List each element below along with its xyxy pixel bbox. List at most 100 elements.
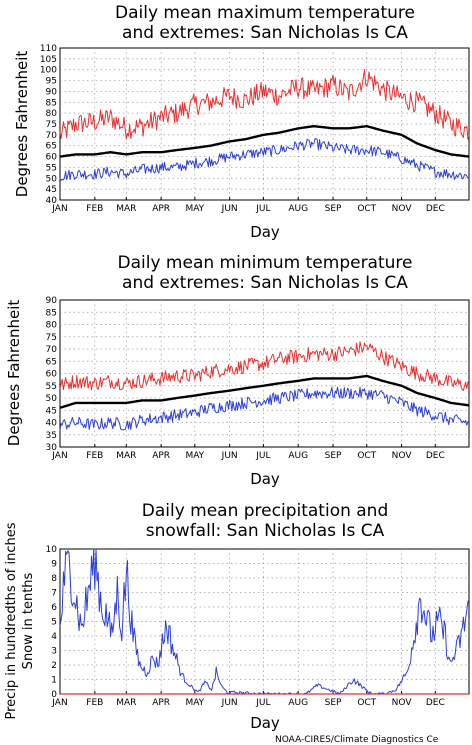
series-low-line bbox=[59, 386, 470, 431]
x-tick-label: APR bbox=[152, 204, 170, 214]
y-tick-label: 75 bbox=[46, 120, 57, 130]
y-tick-label: 10 bbox=[46, 545, 58, 555]
y-tick-label: 0 bbox=[51, 690, 57, 700]
series-mean-line bbox=[59, 374, 470, 409]
x-axis-label: Day bbox=[250, 223, 280, 241]
x-tick-label: OCT bbox=[357, 698, 376, 708]
x-tick-label: JUN bbox=[221, 204, 238, 214]
y-tick-label: 50 bbox=[46, 174, 58, 184]
x-tick-label: DEC bbox=[426, 698, 445, 708]
x-tick-label: FEB bbox=[86, 698, 103, 708]
chart-title: Daily mean precipitation and bbox=[142, 501, 389, 521]
x-tick-label: AUG bbox=[288, 698, 308, 708]
x-tick-label: SEP bbox=[325, 698, 342, 708]
x-axis-label: Day bbox=[250, 714, 280, 732]
chart-title: and extremes: San Nicholas Is CA bbox=[122, 273, 408, 293]
y-tick-label: 2 bbox=[51, 661, 57, 671]
y-tick-label: 55 bbox=[46, 163, 57, 173]
chart-title: and extremes: San Nicholas Is CA bbox=[122, 23, 408, 43]
y-tick-label: 90 bbox=[46, 87, 58, 97]
x-tick-label: NOV bbox=[392, 204, 413, 214]
y-tick-label: 35 bbox=[46, 431, 57, 441]
x-tick-label: APR bbox=[152, 698, 170, 708]
y-tick-label: 40 bbox=[46, 196, 58, 206]
y-tick-label: 8 bbox=[51, 574, 57, 584]
x-tick-label: MAY bbox=[185, 204, 204, 214]
x-tick-label: DEC bbox=[426, 204, 445, 214]
x-tick-label: APR bbox=[152, 451, 170, 461]
series-mean-line bbox=[59, 125, 470, 158]
y-axis-label: Snow in tenths bbox=[21, 572, 36, 669]
y-tick-label: 85 bbox=[46, 308, 57, 318]
x-tick-label: OCT bbox=[357, 451, 376, 461]
x-tick-label: JUN bbox=[221, 451, 238, 461]
y-tick-label: 90 bbox=[46, 296, 58, 306]
y-tick-label: 55 bbox=[46, 382, 57, 392]
y-tick-label: 45 bbox=[46, 185, 57, 195]
x-tick-label: NOV bbox=[392, 451, 413, 461]
y-tick-label: 1 bbox=[51, 676, 57, 686]
x-tick-label: FEB bbox=[86, 204, 103, 214]
y-tick-label: 85 bbox=[46, 98, 57, 108]
x-tick-label: JUL bbox=[255, 451, 270, 461]
series-high-line bbox=[59, 341, 470, 391]
x-tick-label: JAN bbox=[51, 451, 67, 461]
y-tick-label: 40 bbox=[46, 419, 58, 429]
y-tick-label: 4 bbox=[51, 632, 57, 642]
x-tick-label: OCT bbox=[357, 204, 376, 214]
y-tick-label: 105 bbox=[40, 55, 57, 65]
y-tick-label: 65 bbox=[46, 142, 57, 152]
x-tick-label: JUL bbox=[255, 204, 270, 214]
x-tick-label: MAR bbox=[116, 451, 136, 461]
chart-title: Daily mean minimum temperature bbox=[118, 253, 413, 273]
y-tick-label: 95 bbox=[46, 77, 57, 87]
y-tick-label: 65 bbox=[46, 357, 57, 367]
y-tick-label: 80 bbox=[46, 321, 58, 331]
chart-title: snowfall: San Nicholas Is CA bbox=[146, 521, 385, 541]
x-tick-label: SEP bbox=[325, 451, 342, 461]
series-high-line bbox=[59, 69, 470, 140]
y-tick-label: 3 bbox=[51, 647, 57, 657]
x-tick-label: MAR bbox=[116, 698, 136, 708]
y-tick-label: 50 bbox=[46, 394, 58, 404]
y-tick-label: 60 bbox=[46, 370, 58, 380]
x-tick-label: JAN bbox=[51, 204, 67, 214]
y-tick-label: 6 bbox=[51, 603, 57, 613]
y-tick-label: 30 bbox=[46, 443, 58, 453]
y-tick-label: 60 bbox=[46, 153, 58, 163]
x-tick-label: JUN bbox=[221, 698, 238, 708]
y-axis-label: Degrees Fahrenheit bbox=[5, 300, 23, 447]
x-tick-label: FEB bbox=[86, 451, 103, 461]
y-tick-label: 80 bbox=[46, 109, 58, 119]
y-tick-label: 75 bbox=[46, 333, 57, 343]
x-tick-label: NOV bbox=[392, 698, 413, 708]
x-tick-label: DEC bbox=[426, 451, 445, 461]
y-tick-label: 9 bbox=[51, 560, 57, 570]
x-axis-label: Day bbox=[250, 470, 280, 488]
credit-text: NOAA-CIRES/Climate Diagnostics Ce bbox=[275, 735, 439, 745]
series-precip-line bbox=[59, 548, 470, 695]
y-axis-label: Degrees Fahrenheit bbox=[13, 51, 31, 198]
x-tick-label: JUL bbox=[255, 698, 270, 708]
series-low-line bbox=[59, 138, 470, 181]
y-tick-label: 70 bbox=[46, 131, 58, 141]
y-axis-label: Precip in hundredths of inches bbox=[4, 522, 19, 719]
x-tick-label: JAN bbox=[51, 698, 67, 708]
y-tick-label: 70 bbox=[46, 345, 58, 355]
chart-title: Daily mean maximum temperature bbox=[115, 3, 415, 23]
y-tick-label: 7 bbox=[51, 589, 57, 599]
x-tick-label: MAY bbox=[185, 451, 204, 461]
x-tick-label: AUG bbox=[288, 451, 308, 461]
y-tick-label: 45 bbox=[46, 406, 57, 416]
y-tick-label: 110 bbox=[40, 44, 57, 54]
x-tick-label: SEP bbox=[325, 204, 342, 214]
x-tick-label: AUG bbox=[288, 204, 308, 214]
x-tick-label: MAY bbox=[185, 698, 204, 708]
y-tick-label: 100 bbox=[40, 66, 57, 76]
y-tick-label: 5 bbox=[51, 618, 57, 628]
x-tick-label: MAR bbox=[116, 204, 136, 214]
